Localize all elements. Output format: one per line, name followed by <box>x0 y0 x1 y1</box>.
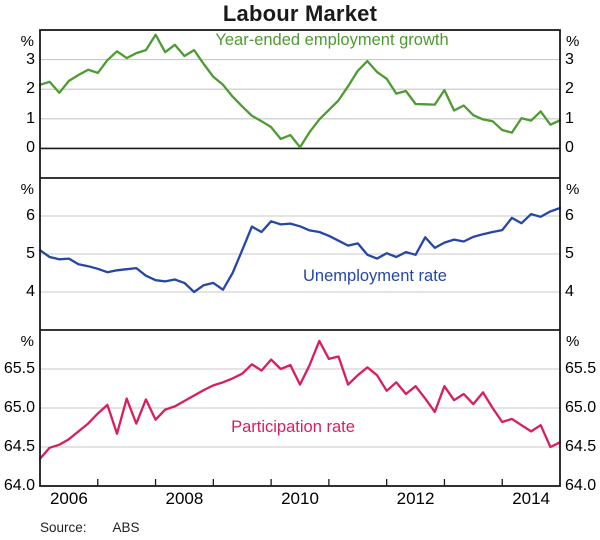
y-tick-label-right: 65.5 <box>565 360 597 377</box>
y-tick-label-right: 65.0 <box>565 399 597 416</box>
y-tick-label-right: 64.5 <box>565 438 597 455</box>
y-tick-label-left: 1 <box>26 109 35 127</box>
x-tick-label: 2012 <box>396 489 435 508</box>
y-tick-label-right: 0 <box>565 139 574 157</box>
x-tick-label: 2006 <box>49 489 88 508</box>
x-tick-label: 2008 <box>165 489 204 508</box>
y-tick-label-left: 4 <box>26 283 35 300</box>
chart-title: Labour Market <box>222 1 378 26</box>
y-tick-label-right: 6 <box>565 207 574 224</box>
x-tick-label: 2010 <box>281 489 319 508</box>
y-tick-label-left: 2 <box>26 80 35 98</box>
y-axis-unit-right: % <box>566 33 580 50</box>
unemployment-rate-line <box>38 206 562 294</box>
y-tick-label-right: 3 <box>565 50 574 68</box>
y-tick-label-right: 2 <box>565 80 574 98</box>
y-tick-label-left: 64.0 <box>3 477 35 494</box>
x-tick-label: 2014 <box>512 489 551 508</box>
y-axis-unit-left: % <box>20 333 34 350</box>
unemployment-rate-label: Unemployment rate <box>303 267 447 285</box>
y-tick-label-left: 5 <box>26 245 35 262</box>
y-tick-label-left: 64.5 <box>3 438 35 455</box>
source-label: Source: <box>40 520 87 535</box>
y-tick-label-right: 4 <box>565 283 574 300</box>
y-tick-label-right: 5 <box>565 245 574 262</box>
source-value: ABS <box>112 520 140 535</box>
employment-growth-label: Year-ended employment growth <box>215 31 449 49</box>
participation-rate-label: Participation rate <box>231 418 355 436</box>
plot-frame <box>39 29 561 487</box>
y-axis-unit-left: % <box>20 181 34 198</box>
employment-growth-line <box>38 33 562 149</box>
source-note: Source: ABS <box>40 520 140 535</box>
y-axis-unit-right: % <box>566 333 580 350</box>
y-tick-label-left: 65.5 <box>3 360 35 377</box>
y-tick-label-left: 0 <box>26 139 35 157</box>
y-tick-label-right: 1 <box>565 109 574 127</box>
y-tick-label-left: 3 <box>26 50 35 68</box>
participation-rate-line <box>38 339 562 460</box>
y-tick-label-left: 6 <box>26 207 35 224</box>
y-tick-label-right: 64.0 <box>565 477 597 494</box>
y-axis-unit-right: % <box>566 181 580 198</box>
y-tick-label-left: 65.0 <box>3 399 35 416</box>
y-axis-unit-left: % <box>20 33 34 50</box>
